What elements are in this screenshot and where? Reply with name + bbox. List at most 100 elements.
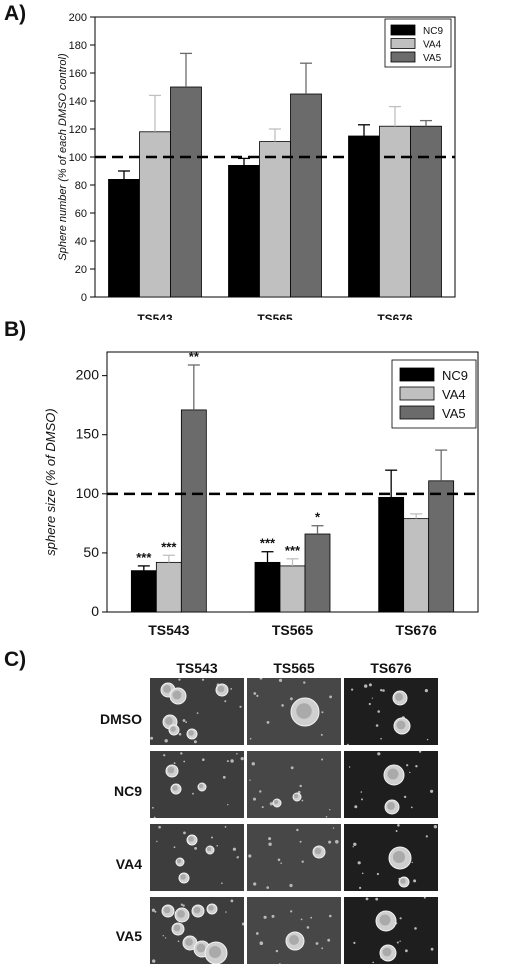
debris-speck (380, 737, 382, 740)
debris-speck (359, 886, 362, 889)
debris-speck (239, 705, 242, 708)
debris-speck (268, 842, 272, 846)
debris-speck (185, 721, 187, 723)
debris-speck (211, 836, 213, 839)
micrograph-cell (343, 750, 439, 819)
debris-speck (253, 797, 256, 801)
sphere-core (296, 703, 312, 719)
debris-speck (321, 758, 324, 761)
debris-speck (154, 910, 157, 913)
bar (410, 125, 442, 298)
debris-speck (375, 724, 379, 727)
debris-speck (406, 764, 409, 767)
chart-a: 0 20 40 60 80 100 120 140 160 180 200 Sphere number… (57, 12, 456, 320)
legend-label: NC9 (442, 368, 468, 383)
debris-speck (178, 678, 181, 681)
legend-label: VA4 (423, 40, 442, 51)
y-tick-label: 0 (91, 603, 99, 619)
bar (428, 480, 455, 613)
micrograph-cell (343, 823, 439, 892)
debris-speck (395, 830, 398, 832)
debris-speck (202, 758, 205, 761)
debris-speck (403, 795, 407, 799)
debris-speck (253, 692, 257, 695)
debris-speck (354, 805, 358, 809)
micrograph-image (152, 752, 244, 818)
debris-speck (196, 712, 199, 714)
debris-speck (222, 775, 226, 779)
sphere-core (188, 730, 194, 736)
debris-speck (399, 940, 401, 942)
micrograph-image (353, 897, 434, 964)
debris-speck (271, 914, 275, 918)
debris-speck (346, 743, 349, 745)
debris-speck (259, 790, 262, 793)
debris-speck (153, 816, 156, 818)
debris-speck (426, 738, 429, 741)
debris-speck (259, 678, 263, 680)
bar (279, 565, 306, 613)
debris-speck (162, 935, 164, 937)
debris-speck (150, 736, 154, 740)
debris-speck (230, 759, 234, 763)
debris-speck (377, 710, 380, 713)
micrograph-cell (343, 677, 439, 746)
legend-swatch (390, 51, 416, 63)
debris-speck (382, 689, 385, 692)
debris-speck (227, 804, 229, 806)
debris-speck (332, 827, 335, 829)
debris-speck (365, 897, 369, 901)
debris-speck (325, 816, 328, 818)
debris-speck (410, 806, 413, 809)
micrograph-image (248, 827, 339, 889)
debris-speck (178, 732, 182, 736)
debris-speck (173, 846, 176, 849)
debris-speck (177, 940, 180, 942)
y-tick-label: 180 (69, 40, 87, 52)
sphere-core (165, 717, 173, 725)
legend-swatch (399, 405, 435, 420)
debris-speck (164, 739, 168, 743)
debris-speck (232, 847, 236, 851)
debris-speck (396, 941, 399, 944)
bar (304, 533, 331, 613)
sphere-core (188, 836, 194, 842)
sphere-core (193, 906, 201, 914)
debris-speck (296, 828, 299, 832)
debris-speck (418, 751, 422, 753)
micrograph-cell (149, 677, 245, 746)
debris-speck (368, 683, 372, 687)
micrograph-image (352, 824, 438, 889)
debris-speck (289, 883, 293, 888)
sphere-core (172, 785, 178, 791)
micrograph-cell (246, 677, 342, 746)
debris-speck (376, 872, 379, 876)
sphere-core (172, 690, 182, 700)
significance-label: *** (285, 543, 301, 558)
y-tick-label: 200 (69, 12, 87, 24)
micrograph-image (249, 678, 332, 740)
sphere-core (217, 685, 225, 693)
debris-speck (236, 856, 239, 859)
debris-speck (182, 904, 185, 907)
debris-speck (299, 784, 302, 788)
debris-speck (158, 825, 161, 829)
debris-speck (321, 947, 324, 950)
sphere-core (387, 802, 395, 810)
debris-speck (152, 959, 156, 963)
row-header: DMSO (100, 711, 142, 727)
debris-speck (224, 826, 227, 828)
debris-speck (248, 854, 252, 858)
significance-label: *** (260, 536, 276, 551)
debris-speck (328, 840, 332, 844)
sphere-core (293, 793, 299, 799)
debris-speck (430, 789, 434, 793)
y-tick-label: 160 (69, 68, 87, 80)
debris-speck (256, 694, 259, 697)
debris-speck (194, 847, 197, 850)
debris-speck (156, 840, 158, 843)
debris-speck (255, 932, 259, 935)
y-tick-label: 100 (76, 485, 100, 501)
debris-speck (409, 771, 411, 774)
debris-speck (180, 752, 183, 755)
